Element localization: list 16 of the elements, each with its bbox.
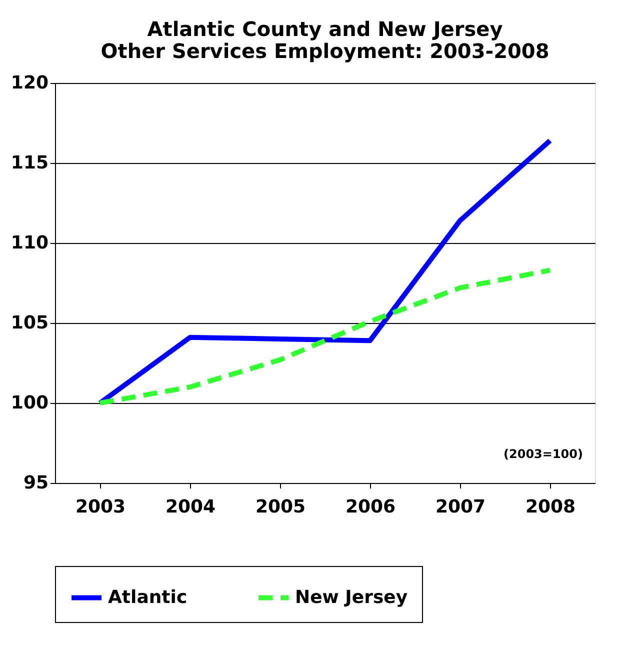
- legend-label: New Jersey: [295, 586, 408, 608]
- legend-label: Atlantic: [108, 586, 188, 608]
- y-tick-label: 110: [10, 232, 48, 254]
- x-tick-label: 2006: [345, 496, 396, 518]
- x-tick-label: 2004: [165, 496, 216, 518]
- x-tick-label: 2003: [75, 496, 126, 518]
- x-tick-label: 2005: [255, 496, 306, 518]
- y-tick-label: 95: [23, 472, 48, 494]
- x-tick-label: 2008: [525, 496, 576, 518]
- x-tick-label: 2007: [435, 496, 486, 518]
- y-tick-label: 120: [10, 72, 48, 94]
- y-tick-label: 105: [10, 312, 48, 334]
- chart-title: Atlantic County and New Jersey Other Services Employment: 2003-2008: [100, 17, 550, 63]
- y-tick-label: 115: [10, 152, 48, 174]
- annotation: (2003=100): [504, 447, 583, 461]
- y-tick-label: 100: [10, 392, 48, 414]
